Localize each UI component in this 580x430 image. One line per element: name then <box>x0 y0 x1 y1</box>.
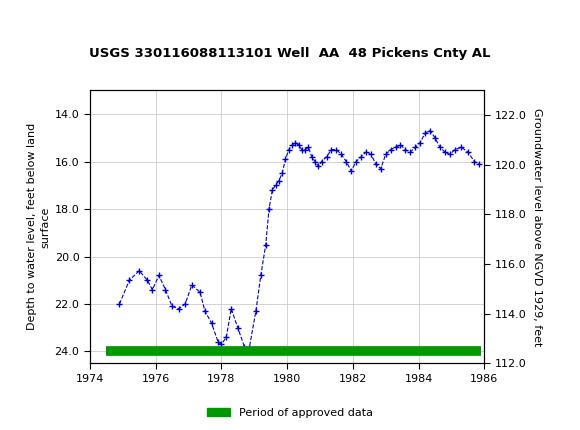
Text: USGS: USGS <box>44 15 103 34</box>
Text: USGS 330116088113101 Well  AA  48 Pickens Cnty AL: USGS 330116088113101 Well AA 48 Pickens … <box>89 47 491 60</box>
Legend: Period of approved data: Period of approved data <box>203 403 377 422</box>
Text: ≋: ≋ <box>10 13 31 37</box>
Y-axis label: Groundwater level above NGVD 1929, feet: Groundwater level above NGVD 1929, feet <box>532 108 542 346</box>
Y-axis label: Depth to water level, feet below land
surface: Depth to water level, feet below land su… <box>27 123 50 330</box>
